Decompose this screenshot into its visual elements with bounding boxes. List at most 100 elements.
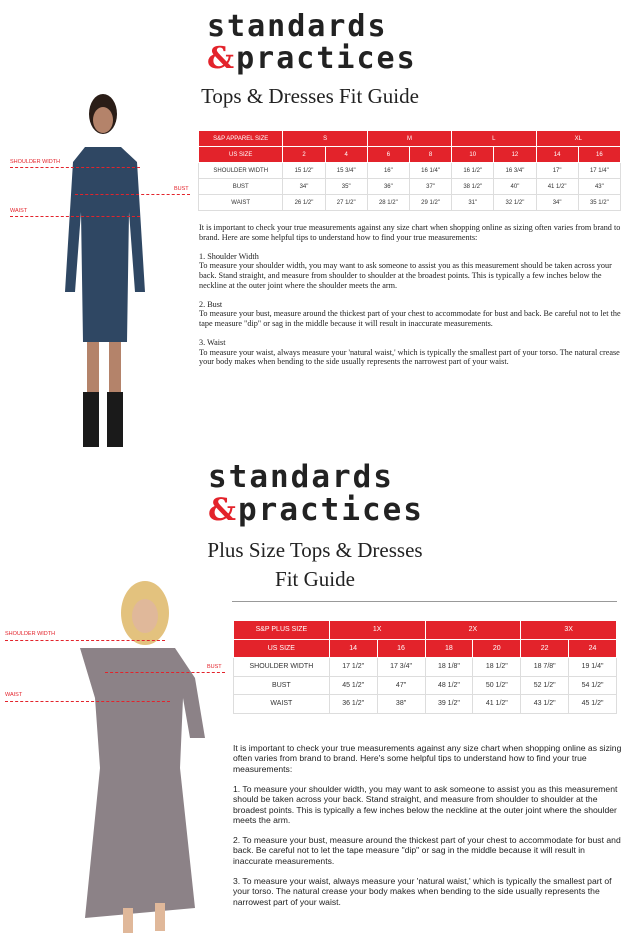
- table-row: SHOULDER WIDTH 15 1/2" 15 3/4" 16" 16 1/4" 16…: [197, 162, 622, 179]
- us-size-row: US SIZE 2 4 6 8 10 12 14 16: [197, 146, 622, 163]
- measurement-cell: 41 1/2": [472, 694, 522, 714]
- shoulder-measure-line: [10, 167, 140, 168]
- us-size-cell: 14: [535, 146, 579, 163]
- tip-paragraph: 3. Waist To measure your waist, always m…: [199, 338, 620, 367]
- row-label: BUST: [197, 178, 284, 195]
- size-group-cell: 3X: [520, 620, 617, 640]
- tip-paragraph: 1. Shoulder Width To measure your should…: [199, 251, 612, 290]
- shoulder-width-label: SHOULDER WIDTH: [5, 631, 56, 637]
- bust-measure-line: [75, 194, 190, 195]
- measurement-tips: It is important to check your true measu…: [233, 743, 623, 917]
- bust-measure-line: [105, 672, 225, 673]
- tip-paragraph: 2. To measure your bust, measure around …: [233, 835, 621, 866]
- plus-size-chart-table: S&P PLUS SIZE 1X 2X 3X US SIZE 14 16 18 20 22 24 SH…: [233, 620, 617, 714]
- brand-logo: standards &practices: [207, 12, 417, 74]
- measurement-cell: 29 1/2": [408, 194, 453, 211]
- row-label: SHOULDER WIDTH: [233, 657, 330, 677]
- waist-measure-line: [5, 701, 170, 702]
- measurement-cell: 27 1/2": [324, 194, 368, 211]
- waist-label: WAIST: [5, 692, 23, 698]
- measurement-cell: 18 1/8": [424, 657, 474, 677]
- measurement-cell: 39 1/2": [424, 694, 474, 714]
- measurement-cell: 17 3/4": [376, 657, 426, 677]
- us-size-cell: 6: [366, 146, 410, 163]
- us-size-cell: 8: [408, 146, 453, 163]
- size-group-row: S&P PLUS SIZE 1X 2X 3X: [233, 620, 617, 640]
- measurement-cell: 18 7/8": [520, 657, 570, 677]
- measurement-cell: 43 1/2": [520, 694, 570, 714]
- divider: [232, 601, 617, 602]
- table-row: BUST 45 1/2" 47" 48 1/2" 50 1/2" 52 1/2" 54 1/…: [233, 675, 617, 695]
- header-label: S&P PLUS SIZE: [233, 620, 330, 640]
- size-group-cell: M: [366, 130, 453, 147]
- us-size-cell: 18: [424, 638, 474, 658]
- us-size-cell: 22: [520, 638, 570, 658]
- measurement-cell: 17": [535, 162, 579, 179]
- logo-text: standards: [207, 9, 388, 44]
- size-group-row: S&P APPAREL SIZE S M L XL: [197, 130, 622, 147]
- size-group-cell: XL: [535, 130, 622, 147]
- shoulder-width-label: SHOULDER WIDTH: [10, 159, 61, 165]
- header-label: S&P APPAREL SIZE: [197, 130, 284, 147]
- measurement-cell: 34": [282, 178, 326, 195]
- measurement-cell: 38 1/2": [451, 178, 495, 195]
- measurement-cell: 40": [493, 178, 537, 195]
- model-photo-tops: [65, 94, 145, 447]
- measurement-cell: 17 1/4": [577, 162, 622, 179]
- bust-label: BUST: [174, 186, 189, 192]
- measurement-cell: 16 1/2": [451, 162, 495, 179]
- title-line: Plus Size Tops & Dresses: [207, 538, 423, 562]
- waist-label: WAIST: [10, 208, 28, 214]
- brand-logo: standards &practices: [208, 462, 424, 526]
- page-title: Plus Size Tops & Dresses Fit Guide: [180, 536, 450, 594]
- logo-text: practices: [236, 41, 417, 76]
- us-size-label: US SIZE: [197, 146, 284, 163]
- us-size-cell: 24: [568, 638, 617, 658]
- measurement-cell: 28 1/2": [366, 194, 410, 211]
- us-size-cell: 4: [324, 146, 368, 163]
- measurement-cell: 18 1/2": [472, 657, 522, 677]
- measurement-cell: 50 1/2": [472, 675, 522, 695]
- row-label: WAIST: [197, 194, 284, 211]
- measurement-cell: 36 1/2": [328, 694, 378, 714]
- measurement-cell: 15 1/2": [282, 162, 326, 179]
- shoulder-measure-line: [5, 640, 165, 641]
- logo-amp: &: [208, 492, 238, 528]
- measurement-cell: 43": [577, 178, 622, 195]
- measurement-cell: 37": [408, 178, 453, 195]
- measurement-cell: 35 1/2": [577, 194, 622, 211]
- tip-paragraph: 3. To measure your waist, always measure…: [233, 875, 612, 907]
- measurement-cell: 45 1/2": [328, 675, 378, 695]
- us-size-cell: 20: [472, 638, 522, 658]
- table-row: BUST 34" 35" 36" 37" 38 1/2" 40" 41 1/2" 43": [197, 178, 622, 195]
- us-size-cell: 2: [282, 146, 326, 163]
- measurement-cell: 26 1/2": [282, 194, 326, 211]
- us-size-cell: 16: [577, 146, 622, 163]
- us-size-row: US SIZE 14 16 18 20 22 24: [233, 638, 617, 658]
- page-title: Tops & Dresses Fit Guide: [201, 84, 419, 108]
- table-row: WAIST 36 1/2" 38" 39 1/2" 41 1/2" 43 1/2" 45 1…: [233, 694, 617, 714]
- tip-paragraph: It is important to check your true measu…: [233, 743, 622, 774]
- logo-amp: &: [207, 41, 237, 76]
- measurement-cell: 47": [376, 675, 426, 695]
- size-group-cell: L: [451, 130, 537, 147]
- measurement-cell: 45 1/2": [568, 694, 617, 714]
- size-chart-table: S&P APPAREL SIZE S M L XL US SIZE 2 4 6 8 10 12 14 16…: [197, 130, 622, 211]
- measurement-cell: 41 1/2": [535, 178, 579, 195]
- tip-paragraph: 1. To measure your shoulder width, you m…: [233, 783, 618, 826]
- us-size-label: US SIZE: [233, 638, 330, 658]
- measurement-cell: 19 1/4": [568, 657, 617, 677]
- waist-measure-line: [10, 216, 140, 217]
- size-group-cell: 1X: [328, 620, 426, 640]
- size-group-cell: 2X: [424, 620, 522, 640]
- model-photo-plus: [80, 581, 205, 933]
- row-label: BUST: [233, 675, 330, 695]
- measurement-cell: 16": [366, 162, 410, 179]
- measurement-cell: 54 1/2": [568, 675, 617, 695]
- tip-paragraph: It is important to check your true measu…: [199, 223, 621, 242]
- us-size-cell: 16: [376, 638, 426, 658]
- measurement-cell: 16 3/4": [493, 162, 537, 179]
- measurement-cell: 36": [366, 178, 410, 195]
- table-row: WAIST 26 1/2" 27 1/2" 28 1/2" 29 1/2" 31" 32 1…: [197, 194, 622, 211]
- row-label: SHOULDER WIDTH: [197, 162, 284, 179]
